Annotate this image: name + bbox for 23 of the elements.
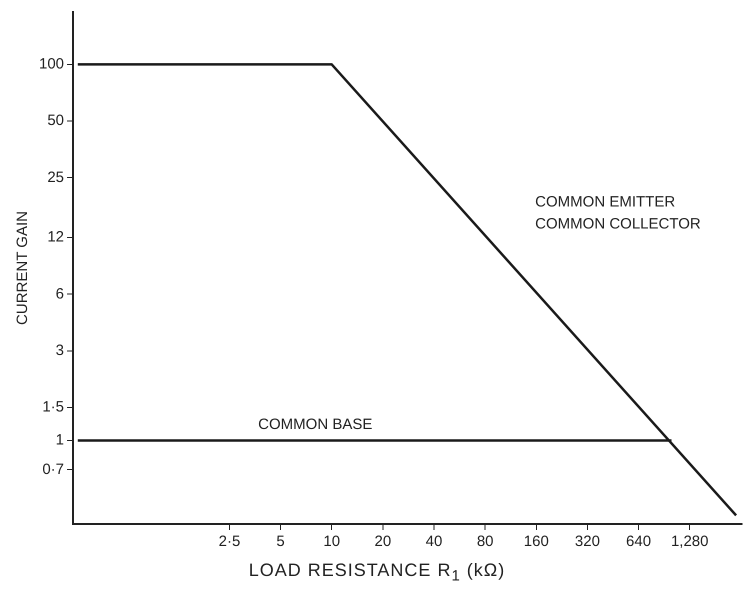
y-tick-label: 12 [47, 228, 64, 246]
y-tick-label: 6 [56, 285, 64, 302]
x-tick-label: 20 [374, 533, 392, 550]
x-tick-label: 80 [476, 533, 494, 550]
text: COMMON EMITTER COMMON COLLECTOR [535, 193, 701, 232]
y-tick-label: 3 [56, 342, 64, 359]
series-label: COMMON BASE [258, 416, 372, 434]
y-tick-label: 0·7 [42, 460, 64, 478]
x-tick-label: 10 [323, 533, 340, 550]
x-axis-title: LOAD RESISTANCE R$_{1}$ (kΩ) [248, 560, 506, 585]
x-tick-label: 2·5 [218, 533, 240, 550]
y-tick-label: 100 [38, 56, 64, 73]
y-tick-label: 1 [56, 432, 64, 449]
y-tick-label: 50 [47, 112, 64, 130]
x-tick-label: 640 [626, 533, 652, 550]
x-tick-label: 40 [426, 533, 442, 550]
x-tick-label: 5 [276, 533, 285, 550]
y-tick-label: 1·5 [42, 398, 64, 416]
x-tick-label: 1,280 [670, 533, 708, 550]
x-tick-label: 160 [524, 533, 549, 550]
y-tick-label: 25 [47, 168, 64, 186]
y-axis-title: CURRENT GAIN [14, 211, 32, 325]
x-tick-label: 320 [574, 533, 600, 550]
